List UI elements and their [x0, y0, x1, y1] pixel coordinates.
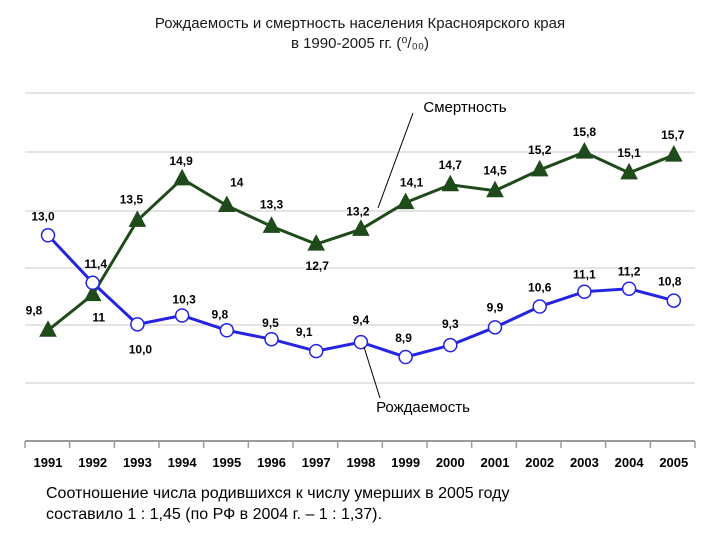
birth-callout-label: Рождаемость: [376, 399, 470, 416]
mortality-point: [262, 216, 281, 233]
x-tick-label: 2005: [659, 455, 688, 470]
birth-data-label: 13,0: [31, 209, 55, 223]
x-tick-label: 1994: [168, 455, 198, 470]
birth-data-label: 11,1: [573, 268, 596, 282]
mortality-data-label: 12,7: [306, 259, 330, 273]
birth-callout-line: [363, 346, 381, 399]
mortality-point: [620, 162, 638, 180]
mortality-data-label: 14,5: [483, 164, 507, 178]
birth-point: [264, 331, 279, 347]
x-tick-label: 2004: [615, 455, 645, 470]
x-tick-label: 1998: [346, 455, 375, 470]
x-tick-label: 2003: [570, 455, 599, 470]
mortality-data-label: 15,7: [661, 128, 685, 142]
birth-point: [130, 317, 145, 332]
mortality-data-label: 14,7: [439, 158, 463, 172]
mortality-callout-label: Смертность: [423, 99, 506, 116]
x-tick-label: 1996: [257, 455, 286, 470]
mortality-point: [396, 192, 415, 210]
mortality-callout-line: [377, 112, 414, 209]
birth-data-label: 11,4: [84, 257, 107, 271]
x-tick-label: 2001: [481, 455, 510, 470]
x-tick-label: 2000: [436, 455, 465, 470]
mortality-point: [664, 145, 683, 162]
birth-data-label: 10,8: [658, 275, 682, 289]
mortality-point: [217, 195, 236, 213]
chart-title-line2: в 1990-2005 гг. (⁰/₀₀): [290, 35, 430, 52]
mortality-data-label: 13,5: [120, 192, 144, 206]
birth-point: [85, 275, 100, 291]
birth-data-label: 9,5: [262, 316, 279, 330]
mortality-point: [575, 142, 594, 159]
mortality-point: [83, 284, 102, 302]
mortality-data-label: 14,1: [400, 176, 424, 190]
mortality-point: [352, 219, 370, 236]
birth-data-label: 10,0: [129, 342, 153, 356]
mortality-point: [530, 159, 549, 177]
x-tick-label: 1991: [34, 455, 63, 470]
birth-point: [666, 293, 682, 308]
birth-data-label: 9,4: [353, 313, 370, 327]
birth-point: [577, 284, 592, 299]
birth-data-label: 11,2: [618, 265, 641, 279]
chart-title-line1: Рождаемость и смертность населения Красн…: [154, 15, 566, 32]
mortality-point: [307, 234, 326, 251]
birth-point: [532, 299, 547, 314]
mortality-point: [441, 174, 460, 192]
birth-point: [40, 228, 56, 243]
footnote-line2: составило 1 : 1,45 (по РФ в 2004 г. – 1 …: [46, 506, 382, 523]
x-tick-label: 1997: [302, 455, 331, 470]
birth-data-label: 8,9: [395, 331, 412, 345]
x-tick-label: 2002: [525, 455, 554, 470]
birth-data-label: 9,1: [296, 325, 313, 339]
birth-data-label: 9,9: [487, 300, 504, 314]
birth-point: [621, 281, 637, 296]
x-tick-label: 1995: [212, 455, 241, 470]
x-tick-label: 1992: [78, 455, 107, 470]
birth-data-label: 10,3: [172, 292, 196, 306]
birth-point: [219, 323, 235, 338]
mortality-point: [128, 210, 147, 227]
x-tick-label: 1993: [123, 455, 152, 470]
mortality-point: [486, 180, 504, 198]
birth-point: [443, 337, 458, 353]
birth-data-label: 9,3: [442, 317, 459, 331]
mortality-data-label: 15,2: [528, 143, 552, 157]
mortality-data-label: 9,8: [26, 303, 43, 317]
birth-point: [308, 343, 324, 359]
mortality-point: [173, 168, 191, 186]
birth-data-label: 10,6: [528, 281, 552, 295]
mortality-data-label: 14: [230, 176, 244, 190]
mortality-data-label: 15,8: [573, 125, 597, 139]
mortality-data-label: 15,1: [617, 146, 641, 160]
mortality-data-label: 13,3: [260, 197, 284, 211]
series-line-mortality: [47, 150, 675, 332]
mortality-point: [39, 320, 57, 337]
birth-point: [487, 320, 503, 335]
mortality-data-label: 14,9: [169, 154, 193, 168]
birth-data-label: 9,8: [211, 307, 228, 321]
footnote: Соотношение числа родившихся к числу уме…: [46, 483, 666, 525]
x-tick-label: 1999: [391, 455, 420, 470]
birth-point: [398, 349, 413, 365]
birth-point: [353, 334, 369, 350]
mortality-data-label: 11: [92, 311, 105, 325]
footnote-line1: Соотношение числа родившихся к числу уме…: [46, 485, 510, 502]
chart-title: Рождаемость и смертность населения Красн…: [0, 14, 720, 54]
mortality-data-label: 13,2: [346, 204, 370, 218]
birth-point: [174, 308, 190, 323]
